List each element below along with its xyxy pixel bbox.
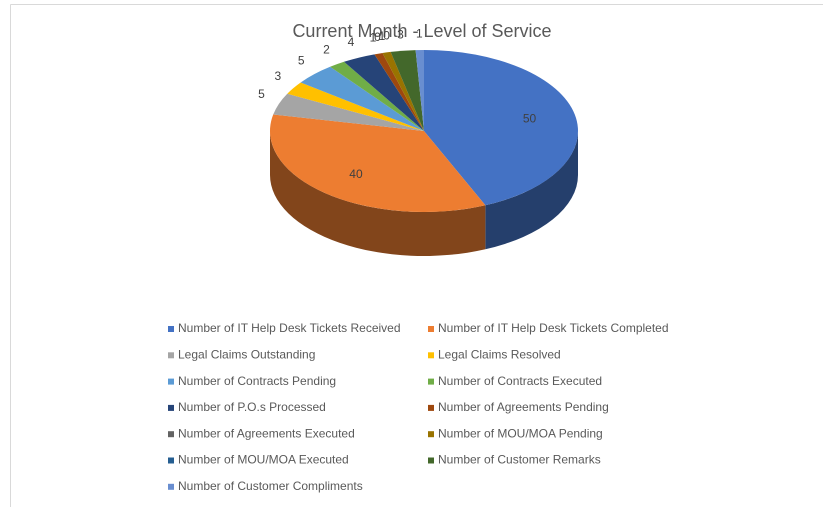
legend-swatch [168,352,174,359]
data-label: 1 [379,29,386,43]
legend-swatch [168,457,174,464]
data-label: 0 [374,30,381,44]
pie-slice [390,50,424,132]
legend-label: Number of Agreements Executed [178,426,355,440]
data-label: 1 [370,31,377,45]
legend-label: Number of Customer Compliments [178,479,363,493]
data-label: 5 [298,53,305,67]
legend-label: Legal Claims Resolved [438,347,561,361]
pie-slice [287,82,424,131]
legend-swatch [168,326,174,332]
legend-label: Number of Customer Remarks [438,453,601,467]
legend-swatch [168,404,174,411]
legend-label: Number of MOU/MOA Pending [438,426,603,440]
legend-label: Number of Contracts Executed [438,374,602,388]
legend-swatch [168,431,174,438]
data-label: 50 [523,112,537,126]
data-label: 4 [348,35,355,49]
data-label: 1 [416,26,423,40]
legend-swatch [428,404,434,411]
legend-label: Number of MOU/MOA Executed [178,453,349,467]
data-label: 2 [323,42,330,56]
pie-side [270,131,486,256]
pie-slice [273,93,424,131]
legend-label: Legal Claims Outstanding [178,347,315,361]
legend-label: Number of Contracts Pending [178,374,336,388]
pie-slice [343,54,424,131]
data-label: 0 [383,29,390,43]
pie-slice [300,66,424,131]
pie-slice [270,114,486,213]
legend-swatch [428,326,434,332]
data-label: 3 [275,69,282,83]
data-label: 40 [349,167,363,181]
pie-slice [374,53,424,131]
legend-swatch [428,431,434,438]
legend-label: Number of IT Help Desk Tickets Received [178,321,401,335]
data-label: 5 [258,87,265,101]
legend-swatch [428,352,434,359]
pie-side [485,131,578,250]
chart-title: Current Month - Level of Service [292,21,551,41]
legend-label: Number of P.O.s Processed [178,400,326,414]
legend-swatch [168,483,174,490]
legend-label: Number of IT Help Desk Tickets Completed [438,321,669,335]
pie-slice [330,61,424,132]
legend-label: Number of Agreements Pending [438,400,609,414]
pie-slice [415,50,424,131]
pie-slice [382,51,424,131]
legend-swatch [428,378,434,385]
legend-swatch [168,378,174,385]
pie-slice [424,50,579,206]
legend-swatch [428,457,434,464]
data-label: 3 [397,27,404,41]
